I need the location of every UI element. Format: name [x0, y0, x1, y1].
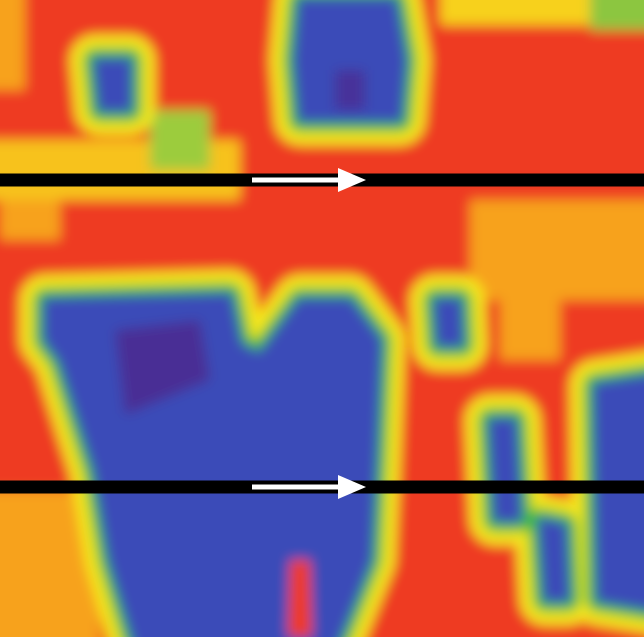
arrow: [252, 168, 366, 192]
arrow: [252, 475, 366, 499]
